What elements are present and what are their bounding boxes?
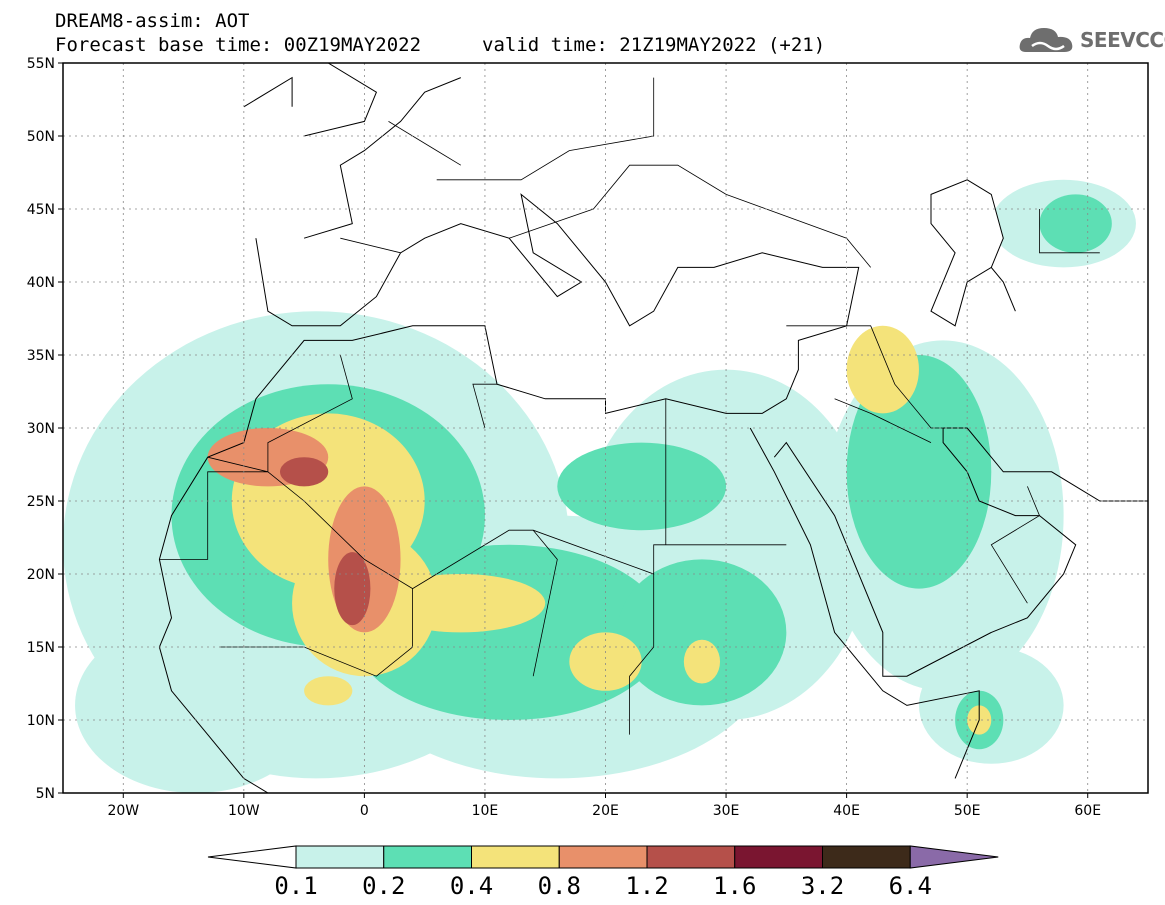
seevccc-logo: SEEVCCC [1018,22,1165,58]
colorbar-label: 0.2 [362,872,405,900]
aot-contour-25 [334,552,371,626]
lat-label: 40N [27,275,55,291]
colorbar-swatch [646,845,736,869]
coastlines-and-borders [158,63,1148,793]
aot-contour-19 [304,676,353,706]
border-8 [834,398,932,443]
coastline-7 [303,63,378,137]
aot-contour-17 [569,632,642,691]
aot-contour-11 [557,442,727,531]
coastline-1 [243,777,317,793]
axis-labels: 55N 50N 45N 40N 35N 30N 25N 20N 15N 10N 5N 20W 10W 0 1… [27,56,1101,819]
forecast-base-time: Forecast base time: 00Z19MAY2022 [55,34,422,56]
colorbar-swatch [383,845,472,869]
colorbar-label: 6.4 [889,872,932,900]
coastline-3 [773,428,1077,677]
border-4 [629,574,655,735]
lat-label: 25N [27,494,55,510]
colorbar-swatch [471,845,560,869]
grid-lines [63,63,1148,793]
lon-label: 30E [713,803,740,819]
lon-label: 50E [954,803,981,819]
border-10 [906,632,992,677]
colorbar-label: 3.2 [801,872,844,900]
lat-label: 20N [27,567,55,583]
colorbar-label: 0.1 [274,872,317,900]
lon-label: 10W [228,803,260,819]
coastline-5 [303,77,461,239]
lat-label: 15N [27,640,55,656]
lon-label: 40E [833,803,860,819]
lat-label: 50N [27,129,55,145]
coastline-0 [158,193,860,779]
colorbar-label: 0.4 [450,872,493,900]
lat-label: 5N [36,786,55,802]
border-12 [508,164,872,268]
border-14 [388,121,462,166]
valid-time: valid time: 21Z19MAY2022 (+21) [482,34,826,56]
lon-label: 0 [360,803,369,819]
border-5 [532,529,558,677]
lat-label: 45N [27,202,55,218]
aot-contour-9 [617,559,787,706]
colorbar-swatch [295,845,385,869]
border-15 [340,237,401,254]
aot-contour-13 [1039,194,1112,253]
logo-text: SEEVCCC [1080,28,1165,52]
border-2 [472,383,497,429]
lat-label: 30N [27,421,55,437]
colorbar-label: 1.2 [625,872,668,900]
border-7 [786,325,944,429]
lon-label: 20W [107,803,139,819]
lon-label: 10E [472,803,499,819]
aot-contour-16 [376,574,546,633]
colorbar-swatch [558,845,648,869]
cloud-icon [1019,28,1073,52]
coastline-6 [243,76,293,108]
aot-contour-20 [683,639,721,684]
border-9 [990,486,1041,604]
lon-label: 20E [592,803,619,819]
colorbar-label: 1.6 [713,872,756,900]
border-13 [436,77,655,181]
lake-0 [930,179,1004,327]
border-6 [219,588,414,677]
aot-contour-6 [75,617,317,793]
colorbar: 0.1 0.2 0.4 0.8 1.2 1.6 3.2 6.4 [207,845,999,900]
colorbar-low-arrow [207,845,297,869]
lat-label: 35N [27,348,55,364]
colorbar-swatch [822,845,911,869]
aot-contour-10 [846,355,992,589]
coastline-2 [749,427,980,779]
border-1 [159,456,268,560]
lon-label: 60E [1074,803,1101,819]
colorbar-swatch [734,845,823,869]
colorbar-high-arrow [909,845,999,869]
lat-label: 55N [27,56,55,72]
colorbar-label: 0.8 [538,872,581,900]
border-11 [1039,209,1100,254]
map-title: DREAM8-assim: AOT [55,10,250,32]
lat-label: 10N [27,713,55,729]
aot-contour-24 [280,457,329,487]
